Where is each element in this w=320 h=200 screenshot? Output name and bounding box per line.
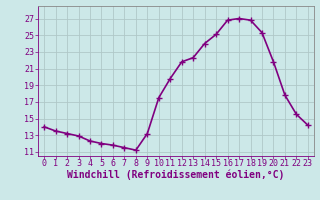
X-axis label: Windchill (Refroidissement éolien,°C): Windchill (Refroidissement éolien,°C) <box>67 170 285 180</box>
